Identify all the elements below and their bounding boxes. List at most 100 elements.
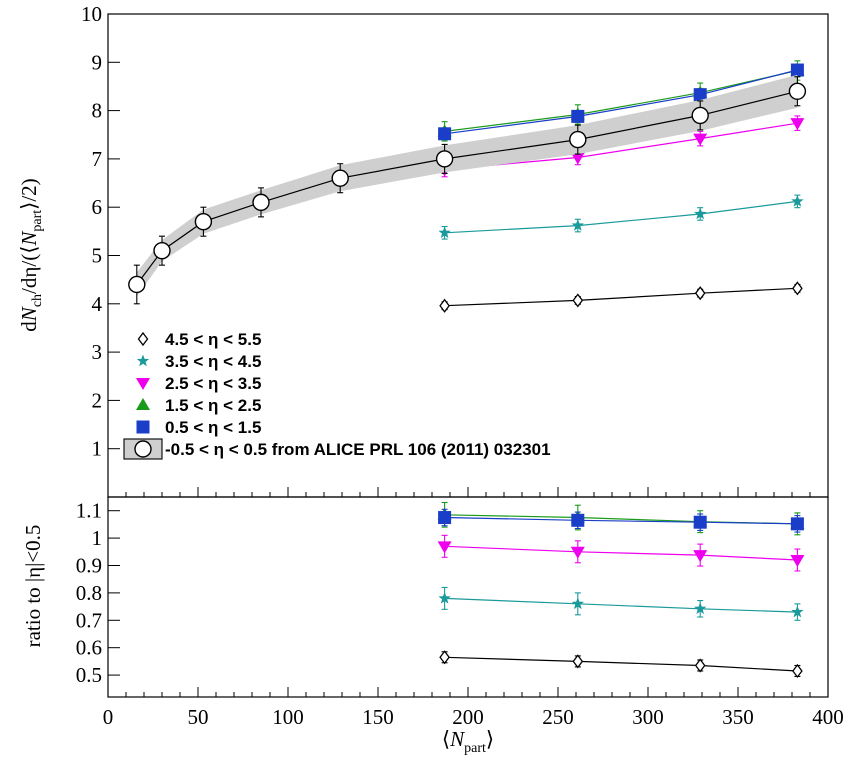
legend-marker: [136, 354, 150, 367]
top-data-point: [435, 150, 454, 168]
ylabel-mid: /dη/(⟨: [17, 246, 41, 294]
bottom-panel: 0.5 0.6 0.7 0.8 0.9 1 1.1 0 50 100 150 200 250 300 350…: [76, 496, 844, 729]
xlabel-part: part: [464, 741, 486, 756]
ylabel-post: ⟩/2): [17, 178, 41, 210]
top-data-point: [694, 286, 706, 301]
bottom-data-point: [437, 541, 452, 554]
bottom-series: [438, 508, 804, 533]
top-data-point: [252, 193, 270, 212]
bottom-x-tick-label: 150: [362, 705, 394, 729]
top-data-point: [439, 298, 450, 313]
bottom-x-tick-label: 300: [632, 705, 664, 729]
ylabel-part: part: [30, 210, 45, 232]
bottom-x-tick-label: 400: [812, 705, 844, 729]
bottom-x-tick-label: 250: [542, 705, 574, 729]
ylabel-ch: ch: [30, 294, 45, 307]
top-y-tick-label: 9: [92, 50, 103, 74]
top-data-point: [691, 106, 709, 125]
bottom-x-tick-label: 200: [452, 705, 484, 729]
bottom-data-point: [438, 511, 452, 525]
bottom-y-tick-label: 0.6: [76, 636, 102, 660]
bottom-x-tick-label: 50: [188, 705, 209, 729]
top-data-point: [694, 207, 707, 220]
xlabel-close: ⟩: [486, 727, 494, 751]
top-data-point: [693, 133, 708, 146]
top-data-point: [791, 194, 804, 207]
bottom-y-tick-label: 1: [92, 526, 103, 550]
top-data-point: [153, 241, 171, 260]
bottom-data-point: [693, 515, 707, 529]
bottom-x-tick-label: 350: [722, 705, 754, 729]
top-systematic-band: [136, 74, 798, 297]
top-y-tick-label: 3: [92, 340, 103, 364]
bottom-data-point: [694, 658, 706, 673]
bottom-data-point: [792, 663, 803, 679]
legend-marker: [134, 440, 152, 458]
top-data-point: [571, 109, 585, 123]
top-data-point: [693, 88, 707, 102]
bottom-y-tick-label: 0.7: [76, 608, 102, 632]
bottom-y-axis-label: ratio to |η|<0.5: [21, 525, 45, 648]
top-series-line: [444, 122, 798, 171]
legend-label: 4.5 < η < 5.5: [165, 330, 261, 349]
bottom-y-tick-label: 0.8: [76, 581, 102, 605]
bottom-series: [438, 586, 804, 621]
top-series-line: [444, 287, 798, 307]
bottom-data-point: [570, 546, 585, 559]
bottom-y-tick-label: 0.9: [76, 553, 102, 577]
legend-label: 0.5 < η < 1.5: [165, 418, 261, 437]
top-y-tick-label: 7: [92, 147, 103, 171]
top-series-line: [444, 69, 798, 132]
top-data-point: [438, 127, 452, 141]
top-y-tick-label: 2: [92, 388, 103, 412]
bottom-data-point: [791, 605, 804, 618]
top-data-point: [788, 82, 807, 100]
legend-label: 2.5 < η < 3.5: [165, 374, 261, 393]
top-data-point: [331, 169, 349, 187]
ylabel-n2: N: [17, 231, 41, 247]
bottom-y-tick-label: 0.5: [76, 663, 102, 687]
bottom-series: [439, 650, 803, 679]
legend-marker: [136, 420, 150, 434]
top-data-point: [438, 226, 451, 239]
legend-marker: [136, 378, 150, 390]
legend-marker: [136, 398, 150, 410]
legend-label: -0.5 < η < 0.5 from ALICE PRL 106 (2011)…: [165, 440, 551, 459]
top-data-point: [570, 152, 585, 165]
bottom-series-line: [444, 656, 798, 672]
top-series-line: [444, 200, 798, 234]
bottom-data-point: [572, 654, 584, 669]
legend-marker: [137, 331, 149, 347]
top-y-tick-label: 5: [92, 244, 103, 268]
ylabel-n: N: [17, 306, 41, 322]
top-series: [438, 63, 804, 141]
bottom-series-line: [444, 545, 798, 561]
x-axis-label: ⟨Npart⟩: [442, 727, 494, 756]
bottom-data-point: [438, 591, 451, 604]
ylabel-d: d: [17, 321, 41, 332]
bottom-series-line: [444, 516, 798, 525]
bottom-y-tick-label: 1.1: [76, 499, 102, 523]
bottom-series: [437, 534, 805, 572]
bottom-series-line: [444, 597, 798, 613]
top-y-tick-label: 10: [81, 2, 102, 26]
legend: 4.5 < η < 5.5 3.5 < η < 4.5 2.5 < η < 3.5 1…: [123, 330, 551, 460]
legend-label: 1.5 < η < 2.5: [165, 396, 261, 415]
xlabel-n: N: [449, 727, 465, 751]
top-data-point: [194, 212, 213, 231]
top-data-point: [571, 219, 584, 231]
top-series: [439, 281, 803, 313]
top-data-point: [128, 275, 146, 294]
top-series: [128, 74, 807, 305]
top-data-point: [572, 293, 584, 308]
top-y-axis-label: dNch/dη/(⟨Npart⟩/2): [17, 178, 45, 331]
bottom-x-tick-label: 0: [103, 705, 114, 729]
bottom-x-tick-label: 100: [272, 705, 304, 729]
bottom-data-point: [571, 597, 584, 610]
top-y-tick-label: 1: [92, 437, 103, 461]
top-y-tick-label: 4: [92, 292, 103, 316]
bottom-data-point: [693, 550, 708, 563]
top-y-tick-label: 6: [92, 195, 103, 219]
top-panel: 1 2 3 4 5 6 7 8 9 10: [81, 2, 829, 498]
